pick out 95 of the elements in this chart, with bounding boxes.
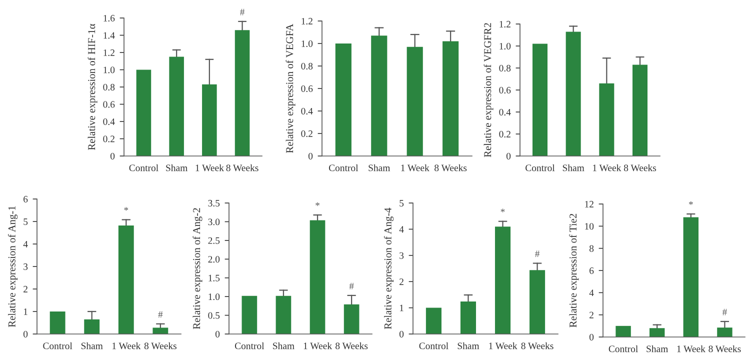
x-tick-label: Control (608, 345, 638, 352)
y-tick-label: 3 (24, 263, 28, 270)
x-tick-label: 8 Weeks (144, 342, 176, 350)
y-tick-label: 1.0 (302, 40, 313, 48)
y-tick-label: 10 (585, 223, 594, 230)
x-tick-label: Sham (562, 164, 584, 172)
y-tick-label: 0.2 (499, 130, 510, 138)
y-tick-label: 1.2 (500, 20, 510, 28)
annotation: * (500, 208, 505, 212)
y-axis-title: Relative expression of Ang-1 (8, 206, 18, 328)
x-tick-label: Sham (458, 342, 480, 350)
y-tick-label: 1.4 (104, 32, 115, 39)
y-tick-label: 0 (110, 152, 115, 160)
x-tick-label: Sham (273, 342, 294, 350)
x-tick-label: 1 Week (196, 164, 224, 172)
y-tick-label: 0.8 (499, 64, 511, 72)
y-tick-label: 0.6 (301, 85, 313, 92)
y-tick-label: 1.0 (500, 42, 511, 50)
y-tick-label: 0.2 (301, 130, 312, 138)
y-tick-label: 0 (23, 330, 28, 338)
y-tick-label: 3.0 (208, 218, 220, 226)
y-tick-label: 1.2 (302, 18, 312, 25)
x-tick-label: 8 Weeks (624, 164, 656, 172)
x-tick-label: Sham (368, 164, 390, 172)
y-tick-label: 3 (400, 252, 404, 259)
y-tick-label: 0 (399, 330, 404, 338)
annotation: * (316, 202, 320, 206)
x-tick-label: 1 Week (401, 164, 430, 172)
x-tick-label: Sham (646, 345, 668, 352)
y-tick-label: 2 (24, 286, 28, 292)
y-tick-label: 1.2 (104, 49, 114, 56)
y-tick-label: 0 (589, 334, 594, 340)
annotation: # (158, 311, 163, 318)
y-axis-title: Relative expression of VEGFA (286, 24, 296, 153)
y-tick-label: 4 (23, 240, 28, 248)
y-axis-title: Relative expression of Ang-4 (384, 208, 394, 330)
y-tick-label: 0.4 (301, 108, 313, 115)
y-tick-label: 0.2 (103, 136, 114, 142)
x-tick-label: Sham (166, 164, 188, 172)
y-tick-label: 1.5 (208, 274, 220, 282)
x-tick-label: 8 Weeks (521, 342, 554, 350)
y-tick-label: 1.0 (104, 66, 115, 74)
x-tick-label: 1 Week (304, 342, 332, 350)
y-tick-label: 0 (215, 330, 220, 338)
x-tick-label: 1 Week (677, 345, 706, 352)
y-tick-label: 2.0 (208, 256, 220, 263)
y-tick-label: 5 (400, 200, 404, 206)
y-tick-label: 5 (24, 218, 28, 225)
annotation: * (688, 201, 693, 205)
x-tick-label: 8 Weeks (336, 342, 368, 350)
annotation: # (240, 8, 245, 16)
y-tick-label: 2 (400, 278, 404, 285)
y-tick-label: 0.4 (499, 108, 511, 116)
annotation: # (535, 250, 540, 258)
x-tick-label: Sham (81, 342, 103, 350)
y-tick-label: 1 (400, 304, 404, 312)
y-tick-label: 0.4 (103, 118, 115, 126)
y-tick-label: 2 (590, 312, 594, 318)
x-tick-label: Control (129, 164, 158, 172)
y-tick-label: 2.5 (208, 237, 220, 244)
y-tick-label: 0.6 (103, 101, 115, 108)
y-tick-label: 4 (399, 226, 404, 233)
x-tick-label: Control (234, 342, 264, 350)
x-tick-label: Control (328, 164, 358, 172)
x-tick-label: Control (419, 342, 448, 350)
y-tick-label: 6 (590, 267, 594, 274)
y-tick-label: 12 (585, 200, 594, 208)
x-tick-label: 8 Weeks (226, 164, 258, 172)
x-tick-label: 1 Week (593, 164, 622, 172)
y-axis-title: Relative expression of Tie2 (569, 214, 579, 328)
x-tick-label: Control (526, 164, 555, 172)
x-tick-label: 8 Weeks (708, 345, 741, 352)
y-tick-label: 0.6 (499, 86, 511, 94)
y-tick-label: 1.0 (208, 293, 220, 300)
y-tick-label: 6 (24, 196, 28, 202)
x-tick-label: 1 Week (489, 342, 518, 350)
annotation: * (124, 207, 128, 211)
y-axis-title: Relative expression of VEGFR2 (484, 23, 494, 158)
y-axis-title: Relative expression of HIF-1α (88, 24, 98, 150)
y-tick-label: 3.5 (208, 200, 220, 207)
annotation: # (349, 282, 354, 290)
y-tick-label: 0.5 (208, 312, 220, 319)
y-axis-title: Relative expression of Ang-2 (192, 208, 202, 330)
y-tick-label: 0 (506, 152, 511, 160)
y-tick-label: 0 (308, 152, 313, 160)
x-tick-label: Control (43, 342, 72, 350)
x-tick-label: 8 Weeks (434, 164, 467, 172)
y-tick-label: 1 (24, 308, 28, 315)
y-tick-label: 8 (589, 245, 594, 252)
annotation: # (722, 308, 727, 316)
y-tick-label: 0.8 (103, 84, 115, 91)
y-tick-label: 0.8 (301, 62, 313, 70)
y-tick-label: 1.6 (104, 14, 115, 22)
y-tick-label: 4 (589, 290, 594, 296)
x-tick-label: 1 Week (112, 342, 141, 350)
